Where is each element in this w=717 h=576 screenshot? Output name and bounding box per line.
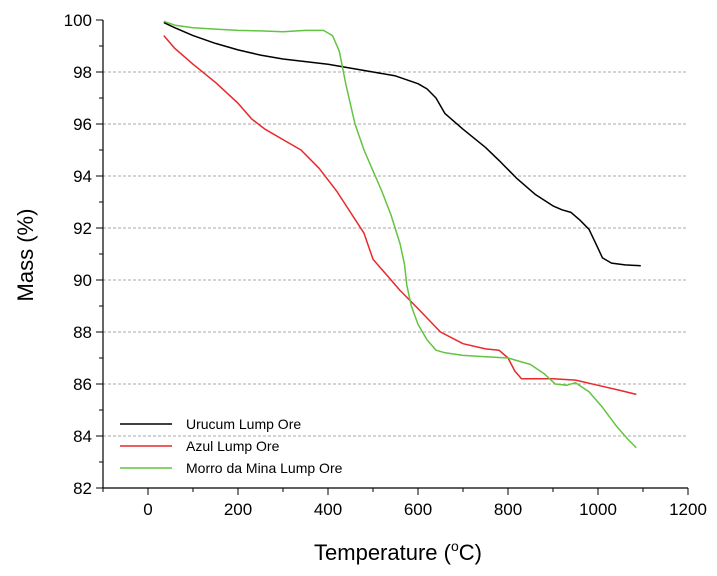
y-axis-title: Mass (%) <box>13 209 38 302</box>
axes <box>96 19 689 495</box>
tick-labels: 0 200 400 600 800 1000 1200 82 84 86 88 90 92 94 96 98 1… <box>64 11 707 519</box>
y-tick-label-96: 96 <box>73 115 92 134</box>
x-tick-label-0: 0 <box>143 500 152 519</box>
y-tick-label-100: 100 <box>64 11 92 30</box>
legend-label-3: Morro da Mina Lump Ore <box>186 460 343 476</box>
y-tick-label-90: 90 <box>73 271 92 290</box>
x-tick-label-400: 400 <box>314 500 342 519</box>
y-tick-label-84: 84 <box>73 427 92 446</box>
x-tick-label-800: 800 <box>494 500 522 519</box>
y-tick-label-88: 88 <box>73 323 92 342</box>
series-line-2 <box>163 35 637 396</box>
x-axis-title-degree: o <box>451 538 459 554</box>
y-tick-label-86: 86 <box>73 375 92 394</box>
x-axis-title-main: Temperature ( <box>314 540 452 565</box>
series-line-1 <box>163 21 641 267</box>
y-tick-label-98: 98 <box>73 63 92 82</box>
x-tick-label-600: 600 <box>404 500 432 519</box>
series-line-3 <box>163 20 637 449</box>
x-tick-label-1000: 1000 <box>579 500 617 519</box>
y-tick-label-92: 92 <box>73 219 92 238</box>
x-axis-title-unit: C) <box>459 540 482 565</box>
legend-label-1: Urucum Lump Ore <box>186 416 301 432</box>
y-tick-label-82: 82 <box>73 479 92 498</box>
x-tick-label-1200: 1200 <box>669 500 707 519</box>
x-axis-title: Temperature (oC) <box>314 538 482 565</box>
legend-label-2: Azul Lump Ore <box>186 438 280 454</box>
x-tick-label-200: 200 <box>224 500 252 519</box>
legend: Urucum Lump Ore Azul Lump Ore Morro da Min… <box>120 416 343 476</box>
series-lines <box>163 20 641 449</box>
y-tick-label-94: 94 <box>73 167 92 186</box>
